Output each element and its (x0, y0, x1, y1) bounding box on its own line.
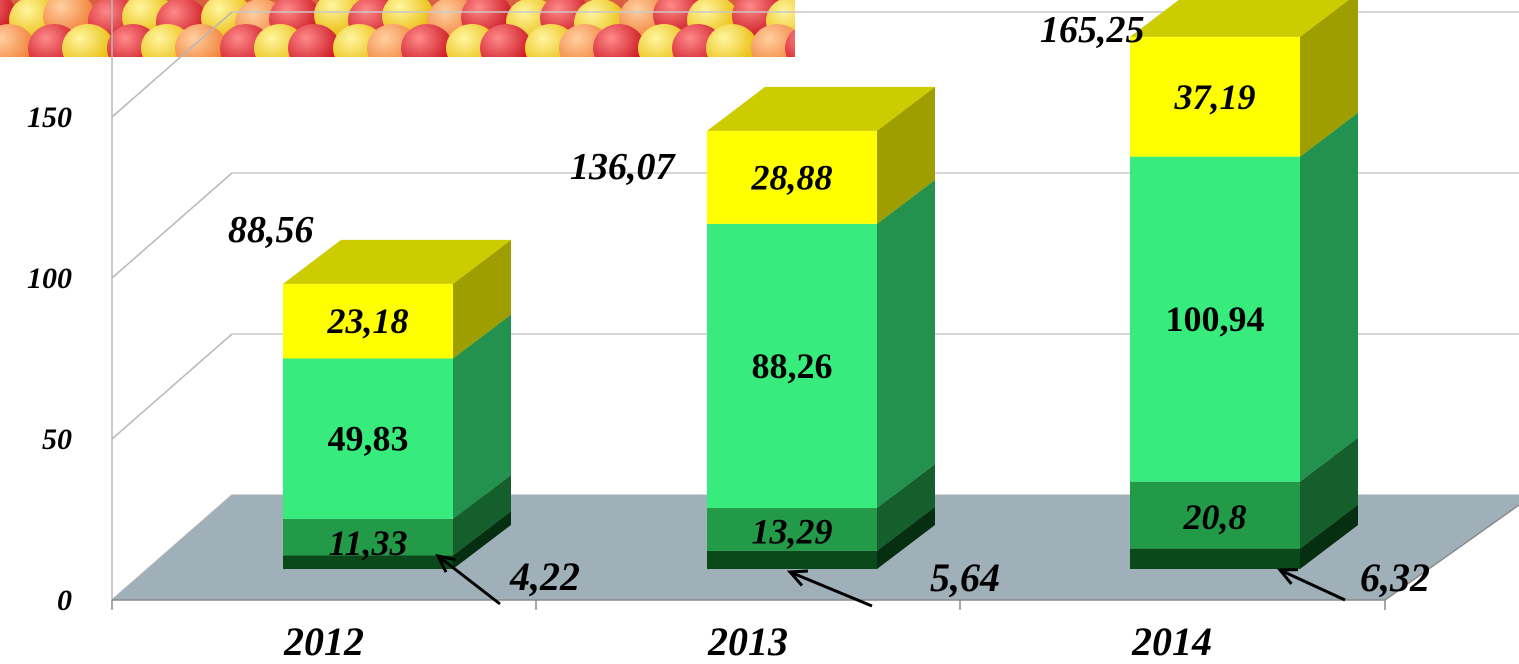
bar-segment-side (877, 179, 935, 509)
balloon (480, 24, 532, 57)
data-label-series2: 11,33 (328, 523, 407, 563)
data-label-series4: 23,18 (327, 301, 409, 341)
floor-edge (1384, 504, 1519, 601)
bar-segment-front (707, 508, 877, 551)
balloons-photo (0, 0, 795, 57)
bar-segment-top (1130, 0, 1349, 37)
bar-segment-side (877, 464, 935, 551)
data-label-series2: 20,8 (1183, 497, 1247, 537)
bar-segment-front (283, 358, 453, 519)
bar-segment-side (1300, 112, 1358, 482)
balloon (175, 24, 227, 57)
data-label-series3: 88,26 (752, 346, 833, 386)
data-label-series4: 37,19 (1174, 77, 1256, 117)
arrow-head (435, 553, 456, 573)
arrow-head (786, 569, 809, 587)
bar-segment-front (1130, 548, 1300, 569)
arrow-head (1276, 568, 1299, 585)
total-label: 136,07 (570, 146, 677, 188)
data-label-series1: 6,32 (1360, 555, 1430, 600)
bar-segment-front (707, 550, 877, 569)
total-label: 88,56 (228, 209, 314, 251)
bar-segment-front (1130, 36, 1300, 157)
data-label-series3: 100,94 (1166, 299, 1265, 339)
data-labels: 11,33 49,83 23,18 13,29 88,26 28,88 20,8 100,94… (228, 9, 1430, 608)
y-tick-label: 150 (27, 101, 72, 134)
bar-segment-side (877, 506, 935, 569)
y-tick-label: 50 (42, 423, 72, 456)
bar-2013 (707, 86, 935, 569)
bar-segment-front (1130, 156, 1300, 482)
arrow-line (1279, 568, 1346, 602)
balloon (288, 24, 340, 57)
data-label-series1: 4,22 (509, 554, 580, 599)
bar-segment-side (453, 314, 511, 519)
gridline-diagonal (111, 11, 233, 118)
bar-segment-front (707, 223, 877, 509)
bar-segment-side (453, 239, 511, 359)
x-axis-categories: 2012 2013 2014 (283, 619, 1212, 664)
x-category-label: 2014 (1131, 619, 1212, 664)
bar-2014 (1130, 0, 1358, 569)
x-category-label: 2013 (707, 619, 788, 664)
data-label-series4: 28,88 (751, 157, 833, 197)
bar-segment-side (1300, 0, 1358, 157)
bar-segment-side (1300, 504, 1358, 569)
bar-segment-side (453, 474, 511, 556)
data-label-series1: 5,64 (930, 555, 1000, 600)
y-tick-label: 0 (57, 584, 72, 617)
y-tick-label: 100 (27, 262, 72, 295)
bar-segment-front (283, 283, 453, 359)
arrow-line (437, 554, 501, 606)
balloon (785, 24, 795, 57)
bars (283, 0, 1358, 569)
balloon (62, 24, 114, 57)
bar-segment-top (707, 86, 935, 131)
bar-segment-side (877, 86, 935, 224)
bar-segment-side (453, 511, 511, 569)
data-label-series2: 13,29 (752, 511, 833, 551)
balloon (593, 24, 645, 57)
y-axis-ticks: 0 50 100 150 (27, 101, 72, 617)
bar-2012 (283, 239, 511, 569)
bar-segment-front (283, 555, 453, 569)
total-label: 165,25 (1040, 9, 1145, 51)
arrow-line (789, 570, 873, 608)
bar-segment-front (707, 130, 877, 224)
gridline-diagonal (111, 172, 233, 279)
balloon (751, 24, 795, 57)
data-label-series3: 49,83 (328, 419, 409, 459)
balloon (706, 24, 758, 57)
x-category-label: 2012 (283, 619, 364, 664)
gridline-diagonal (111, 333, 233, 440)
bar-segment-side (1300, 437, 1358, 549)
bar-segment-front (1130, 481, 1300, 549)
bar-segment-top (283, 239, 511, 284)
bar-segment-front (283, 518, 453, 556)
balloon (0, 24, 35, 57)
balloon (401, 24, 453, 57)
